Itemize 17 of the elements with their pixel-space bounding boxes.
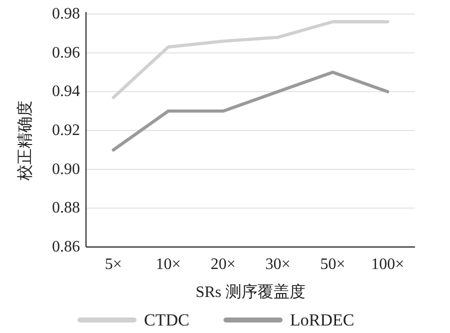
x-tick-label: 5× bbox=[104, 256, 122, 273]
x-tick-label: 10× bbox=[156, 256, 181, 273]
y-axis-title: 校正精确度 bbox=[16, 100, 34, 182]
y-tick-label: 0.94 bbox=[52, 83, 80, 100]
x-tick-label: 50× bbox=[320, 256, 346, 273]
x-tick-label: 30× bbox=[265, 256, 290, 273]
y-tick-label: 0.90 bbox=[52, 160, 80, 178]
x-axis-title: SRs 测序覆盖度 bbox=[196, 283, 306, 301]
legend-label: CTDC bbox=[144, 310, 190, 330]
y-tick-label: 0.96 bbox=[52, 44, 80, 62]
y-tick-label: 0.88 bbox=[52, 200, 80, 217]
y-tick-label: 0.92 bbox=[52, 122, 80, 139]
x-tick-label: 20× bbox=[210, 256, 236, 273]
x-tick-label: 100× bbox=[371, 256, 404, 273]
legend-label: LoRDEC bbox=[290, 310, 354, 330]
y-tick-label: 0.86 bbox=[52, 238, 80, 256]
y-tick-label: 0.98 bbox=[52, 6, 80, 22]
